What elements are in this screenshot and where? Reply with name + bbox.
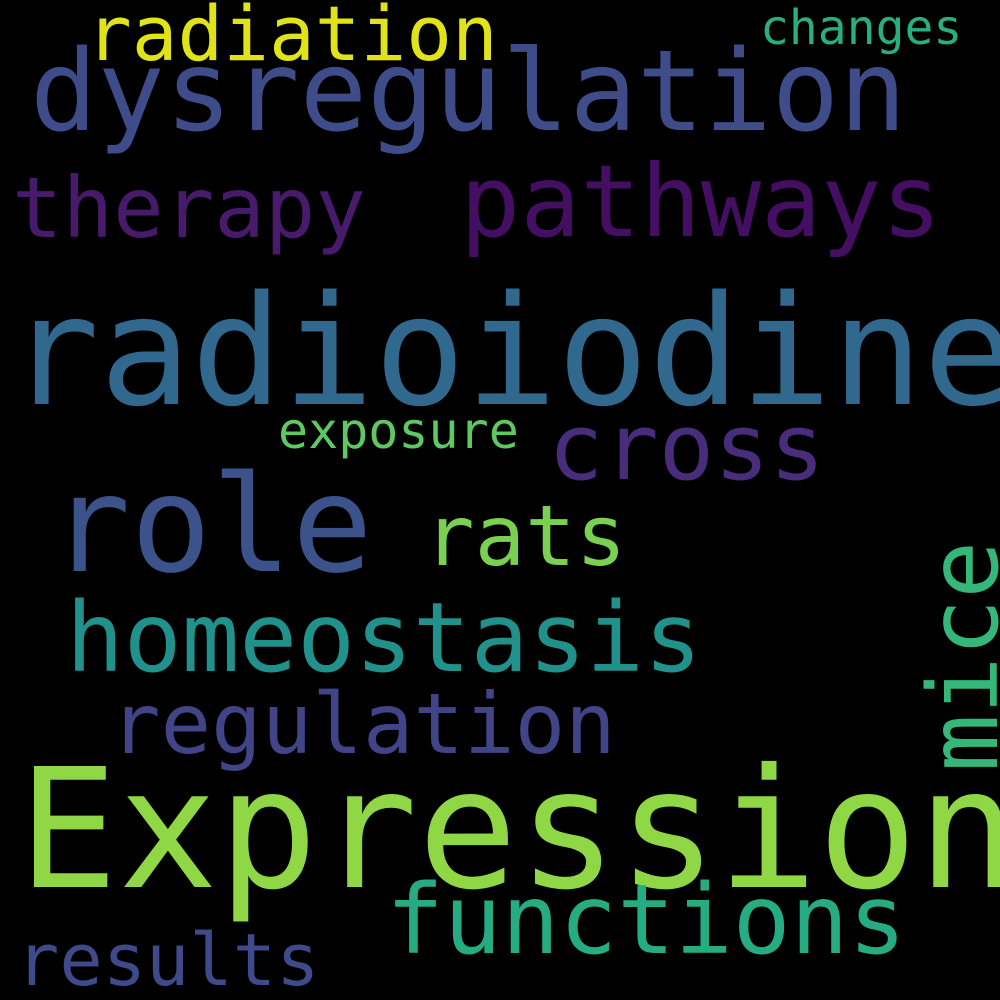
word-pathways: pathways bbox=[460, 143, 942, 260]
word-rats: rats bbox=[424, 487, 627, 585]
word-expression: Expression bbox=[18, 734, 1000, 927]
word-radiation: radiation bbox=[86, 0, 498, 78]
word-results: results bbox=[16, 918, 320, 1000]
word-therapy: therapy bbox=[12, 159, 367, 257]
word-exposure: exposure bbox=[278, 402, 519, 460]
word-cross: cross bbox=[548, 394, 825, 501]
word-homeostasis: homeostasis bbox=[66, 582, 702, 694]
word-radioiodine: radioiodine bbox=[8, 263, 1000, 440]
word-regulation: regulation bbox=[110, 675, 616, 773]
word-functions: functions bbox=[386, 864, 907, 976]
word-dysregulation: dysregulation bbox=[30, 27, 907, 157]
word-role: role bbox=[50, 447, 373, 603]
word-changes: changes bbox=[760, 0, 963, 56]
